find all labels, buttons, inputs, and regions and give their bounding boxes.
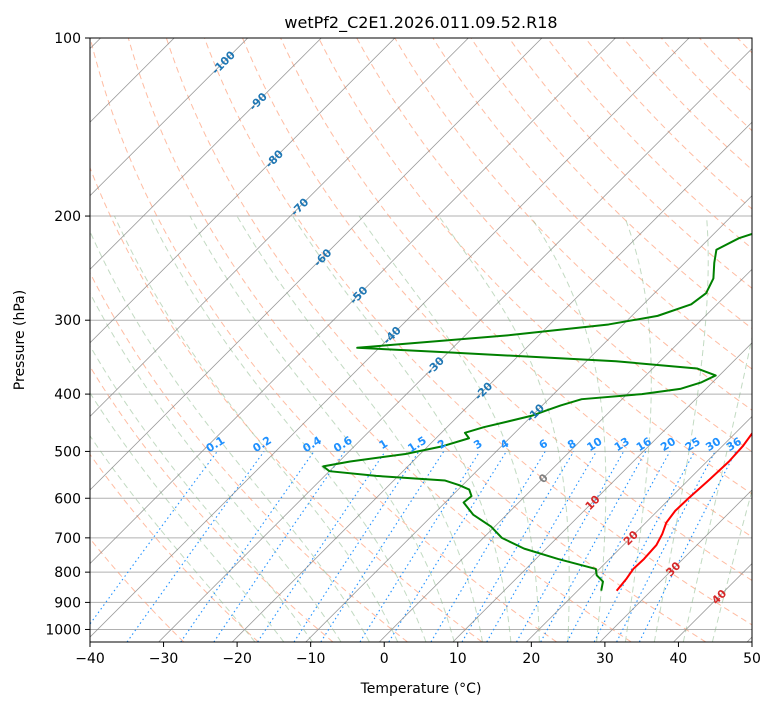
dry-adiabat-line	[508, 38, 752, 289]
mixing-ratio-line	[359, 451, 481, 642]
y-tick-label: 200	[54, 209, 81, 225]
mixing-ratio-line	[180, 451, 315, 642]
y-axis-label: Pressure (hPa)	[12, 290, 28, 390]
dry-adiabat-line	[280, 38, 752, 538]
moist-adiabat-line	[90, 434, 256, 642]
x-tick-label: 20	[522, 651, 540, 667]
mixing-ratio-line	[566, 451, 671, 642]
isotherm-line	[90, 38, 690, 638]
moist-adiabat-line	[682, 335, 752, 642]
y-tick-label: 700	[54, 531, 81, 547]
isotherm-line	[90, 38, 322, 270]
sounding-profiles	[322, 232, 752, 592]
moist-adiabat-line	[189, 215, 455, 642]
y-tick-label: 100	[54, 31, 81, 47]
x-tick-label: 40	[670, 651, 688, 667]
moist-adiabat-line	[90, 230, 370, 642]
x-tick-label: −20	[222, 651, 252, 667]
plot-frame	[89, 37, 753, 643]
dry-adiabat-line	[203, 38, 752, 626]
moist-adiabat-line	[90, 292, 342, 642]
isotherm-line	[90, 38, 469, 417]
y-tick-label: 600	[54, 491, 81, 507]
y-tick-label: 1000	[45, 622, 81, 638]
dry-adiabat-line	[90, 271, 408, 642]
moist-adiabat-line	[623, 215, 652, 642]
mixing-ratio-line	[257, 451, 386, 642]
moist-adiabat-line	[114, 215, 399, 642]
y-axis-ticks: 100 200 300 400 500 600 700 800 900 1000	[45, 31, 90, 638]
x-tick-label: −10	[296, 651, 326, 667]
isotherm-line	[526, 415, 752, 642]
mixing-ratio-line	[293, 451, 420, 642]
isotherm-line	[599, 489, 752, 642]
isotherm-line	[90, 38, 249, 197]
x-tick-label: 50	[743, 651, 761, 667]
x-tick-label: 10	[449, 651, 467, 667]
isotherm-line	[90, 38, 543, 491]
x-tick-label: −30	[149, 651, 179, 667]
y-tick-label: 900	[54, 595, 81, 611]
isotherm-line	[452, 342, 752, 642]
x-axis-label: Temperature (°C)	[360, 681, 482, 697]
mixing-ratio-line	[430, 451, 546, 642]
y-tick-label: 300	[54, 313, 81, 329]
mixing-ratio-line	[461, 451, 575, 642]
dry-adiabat-line	[90, 38, 557, 642]
dewpoint-profile-line	[322, 232, 752, 591]
moist-adiabat-line	[438, 215, 570, 642]
y-tick-label: 500	[54, 444, 81, 460]
temperature-profile-line	[615, 431, 752, 592]
x-axis-ticks: −40 −30 −20 −10 0 10 20 30 40 50	[75, 642, 761, 667]
isotherm-line	[378, 268, 752, 642]
moist-adiabat-line	[529, 215, 607, 642]
moist-adiabat-line	[653, 216, 709, 642]
isotherm-line	[90, 38, 616, 565]
x-tick-label: −40	[75, 651, 105, 667]
dry-adiabat-line	[242, 38, 752, 582]
x-tick-label: 30	[596, 651, 614, 667]
dry-adiabat-line	[318, 38, 752, 495]
isotherm-line	[90, 38, 396, 344]
moist-adiabats	[90, 215, 752, 642]
dry-adiabat-line	[90, 453, 259, 642]
isotherm-line	[231, 121, 752, 642]
mixing-ratio-line	[540, 451, 647, 642]
moist-adiabat-line	[149, 215, 427, 642]
x-tick-label: 0	[380, 651, 389, 667]
chart-title: wetPf2_C2E1.2026.011.09.52.R18	[284, 13, 557, 33]
y-tick-label: 800	[54, 565, 81, 581]
dry-adiabat-line	[165, 38, 707, 642]
y-tick-label: 400	[54, 387, 81, 403]
moist-adiabat-line	[90, 391, 285, 642]
mixing-ratio-line	[320, 451, 445, 642]
isotherm-line	[305, 195, 752, 642]
isotherms	[90, 38, 752, 642]
mixing-ratio-line	[213, 451, 346, 642]
moist-adiabat-line	[90, 344, 313, 642]
